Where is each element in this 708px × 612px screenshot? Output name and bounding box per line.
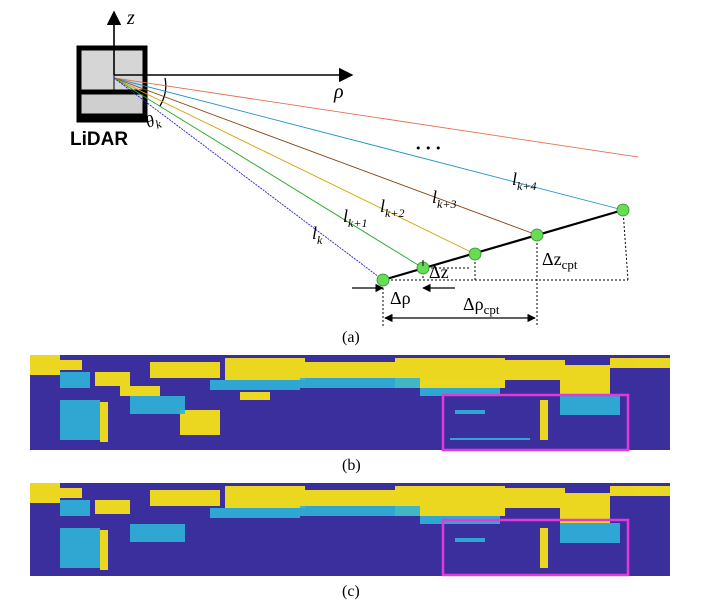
beam-label-k4: lk+4	[512, 169, 536, 193]
diagram-panel-a: LiDAR z ρ θk • • • lk lk+1 lk+2	[70, 7, 639, 346]
delta-rho-label: Δρ	[390, 288, 411, 308]
rho-axis-label: ρ	[333, 81, 344, 103]
highlight-box-c	[441, 518, 630, 577]
point-k3	[530, 228, 544, 242]
point-k4	[616, 203, 630, 217]
laser-beams	[113, 77, 639, 281]
range-image-b: (b)	[30, 355, 670, 474]
highlight-box-b	[441, 393, 630, 452]
z-axis-label: z	[126, 7, 135, 29]
beam-k4	[113, 77, 624, 211]
beam-k3	[113, 77, 538, 236]
delta-z-cpt-label: Δzcpt	[542, 249, 578, 272]
range-image-c: (c)	[30, 483, 670, 600]
caption-a: (a)	[342, 329, 360, 346]
delta-z-label: Δz	[429, 262, 449, 282]
beam-top	[113, 77, 639, 158]
beam-k1	[113, 77, 424, 269]
point-k	[376, 273, 390, 287]
beam-k	[113, 77, 384, 281]
beam-label-k1: lk+1	[343, 206, 367, 230]
point-k2	[468, 247, 482, 261]
beam-label-k3: lk+3	[432, 187, 456, 211]
caption-c: (c)	[342, 583, 360, 600]
delta-rho-cpt-label: Δρcpt	[463, 294, 500, 317]
lidar-label: LiDAR	[70, 129, 128, 150]
beam-k2	[113, 77, 476, 255]
angle-arc	[159, 77, 167, 107]
caption-b: (b)	[342, 457, 361, 474]
beam-label-k: lk	[312, 223, 323, 247]
beam-label-k2: lk+2	[380, 196, 404, 220]
ellipsis: • • •	[415, 142, 441, 155]
lidar-sensor-icon	[76, 45, 148, 123]
